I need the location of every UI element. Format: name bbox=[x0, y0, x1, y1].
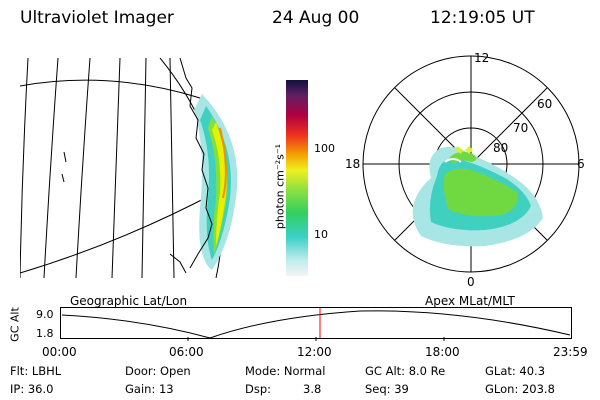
timeline-left-title: Geographic Lat/Lon bbox=[70, 294, 188, 308]
lat-label-60: 60 bbox=[537, 97, 552, 111]
info-glat: GLat: 40.3 bbox=[485, 364, 546, 378]
info-mode: Mode: Normal bbox=[245, 364, 326, 378]
info-dsp-label: Dsp: bbox=[245, 382, 272, 396]
info-filter: Flt: LBHL bbox=[10, 364, 62, 378]
info-gain: Gain: 13 bbox=[125, 382, 174, 396]
timeline-tick-2359: 23:59 bbox=[553, 345, 588, 359]
info-ip: IP: 36.0 bbox=[10, 382, 54, 396]
timeline-plot bbox=[60, 307, 572, 341]
timeline-tick-0600: 06:00 bbox=[169, 345, 204, 359]
timeline-ymin: 1.8 bbox=[36, 327, 54, 340]
timeline-tick-1800: 18:00 bbox=[425, 345, 460, 359]
info-dsp-value: 3.8 bbox=[303, 382, 322, 396]
info-glon: GLon: 203.8 bbox=[485, 382, 555, 396]
timeline-tick-0000: 00:00 bbox=[42, 345, 77, 359]
info-gc-alt: GC Alt: 8.0 Re bbox=[365, 364, 446, 378]
colorbar-tick-100: 100 bbox=[314, 142, 335, 155]
info-door: Door: Open bbox=[125, 364, 191, 378]
colorbar-unit-label: photon cm⁻²s⁻¹ bbox=[273, 143, 287, 230]
timeline-right-title: Apex MLat/MLT bbox=[425, 294, 515, 308]
date-label: 24 Aug 00 bbox=[272, 8, 360, 28]
lat-label-70: 70 bbox=[513, 121, 528, 135]
colorbar-tick-10: 10 bbox=[314, 228, 328, 241]
lat-label-80: 80 bbox=[493, 141, 508, 155]
polar-plot: 12 18 6 0 60 70 80 bbox=[345, 51, 585, 289]
colorbar bbox=[286, 80, 308, 276]
info-seq: Seq: 39 bbox=[365, 382, 409, 396]
time-label: 12:19:05 UT bbox=[430, 8, 535, 28]
mlt-label-dawn: 6 bbox=[577, 157, 585, 171]
timeline-tick-1200: 12:00 bbox=[297, 345, 332, 359]
instrument-title: Ultraviolet Imager bbox=[20, 8, 174, 28]
timeline-ymax: 9.0 bbox=[36, 308, 54, 321]
timeline-ylabel: GC Alt bbox=[8, 307, 22, 342]
geographic-image bbox=[20, 58, 238, 278]
mlt-label-midnight: 0 bbox=[467, 275, 475, 289]
mlt-label-dusk: 18 bbox=[345, 157, 360, 171]
mlt-label-noon: 12 bbox=[474, 51, 489, 65]
